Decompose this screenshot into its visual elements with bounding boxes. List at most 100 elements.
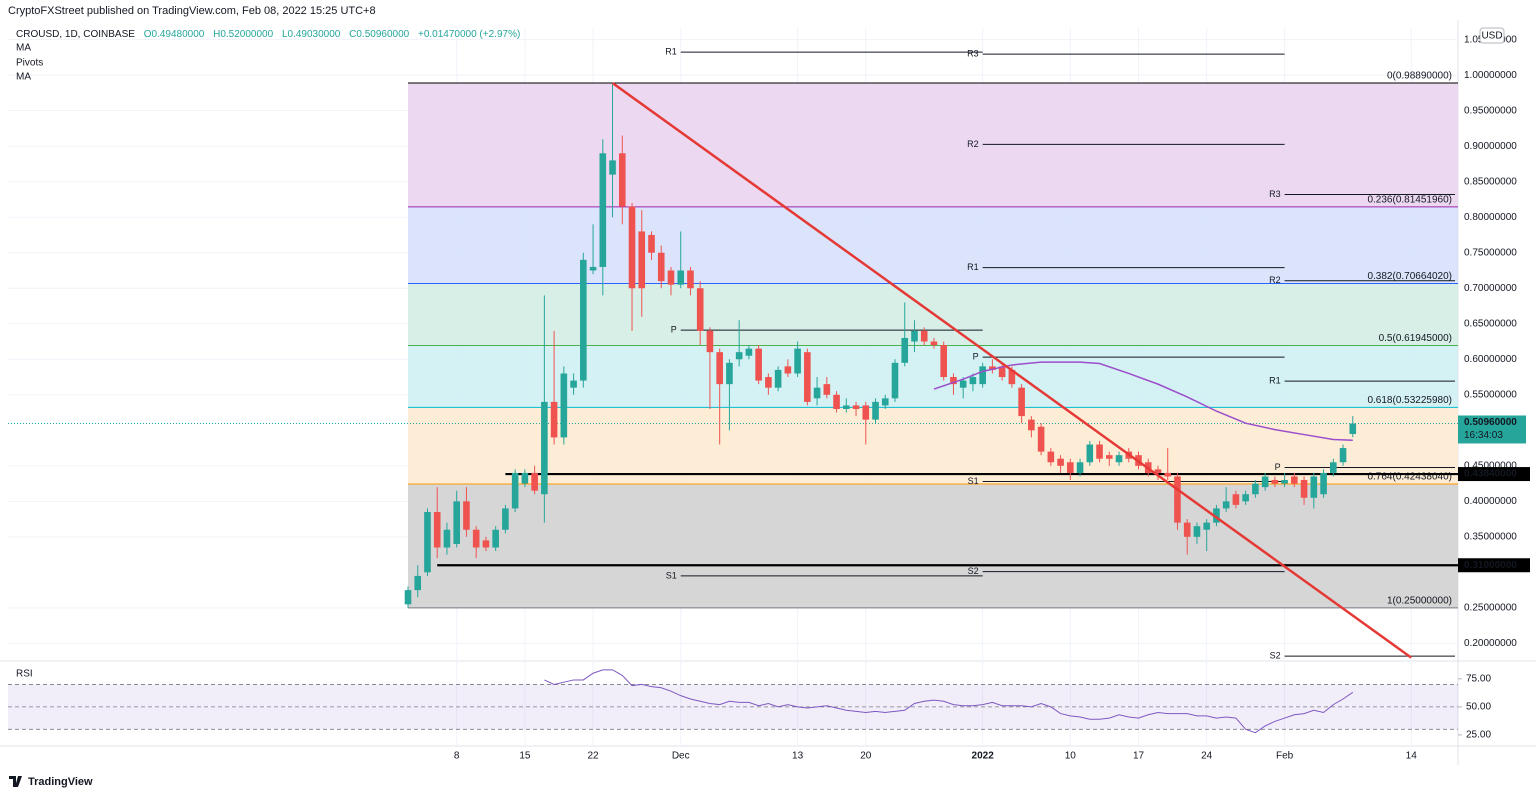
candle-body — [1008, 369, 1016, 385]
candle-body — [1252, 483, 1259, 495]
candle-body — [765, 377, 772, 388]
candle-body — [618, 153, 626, 207]
fib-label: 0(0.98890000) — [1387, 71, 1452, 82]
candle-body — [443, 529, 451, 548]
candle-body — [774, 369, 782, 388]
candle-body — [1164, 472, 1172, 477]
y-tick-label: 0.90000000 — [1464, 141, 1517, 152]
candle-body — [901, 337, 909, 363]
candle-body — [735, 352, 743, 360]
fib-label: 0.382(0.70664020) — [1367, 271, 1452, 282]
rsi-tick-label: 50.00 — [1466, 702, 1491, 713]
level-tag-text: 0.43840000 — [1464, 469, 1517, 480]
x-tick-label: Dec — [672, 751, 690, 762]
y-tick-label: 0.40000000 — [1464, 496, 1517, 507]
indicator-label: MA — [16, 43, 31, 54]
currency[interactable]: USD — [1481, 31, 1502, 42]
candle-body — [453, 501, 460, 544]
level-tag — [1458, 558, 1530, 573]
pivot-label: P — [671, 325, 677, 335]
moving-average — [933, 361, 1353, 441]
y-tick-label: 0.80000000 — [1464, 212, 1517, 223]
x-tick-label: 13 — [792, 751, 804, 762]
pivot-label: R2 — [1269, 275, 1281, 285]
candle-body — [911, 330, 918, 342]
candle-body — [891, 362, 899, 399]
x-tick-label: 2022 — [972, 751, 995, 762]
candle-body — [609, 160, 616, 175]
fib-label: 0.236(0.81451960) — [1367, 195, 1452, 206]
candle-body — [511, 472, 519, 509]
candle-body — [1261, 476, 1269, 488]
countdown: 16:34:03 — [1464, 430, 1503, 441]
candle-body — [1028, 419, 1035, 431]
y-tick-label: 0.95000000 — [1464, 105, 1517, 116]
candle-body — [1320, 472, 1327, 495]
x-tick-label: 20 — [860, 751, 872, 762]
candle-body — [1271, 480, 1279, 484]
candles — [404, 83, 1357, 608]
fib-label: 0.5(0.61945000) — [1379, 333, 1452, 344]
fib-label: 1(0.25000000) — [1387, 596, 1452, 607]
rsi-tick-label: 25.00 — [1466, 730, 1491, 741]
candle-body — [1174, 476, 1181, 523]
pivot-label: R1 — [967, 262, 979, 272]
candle-body — [998, 366, 1006, 378]
price-tag — [1458, 415, 1526, 444]
candle-body — [745, 348, 753, 356]
logo-icon — [9, 776, 22, 787]
y-tick-label: 0.25000000 — [1464, 603, 1517, 614]
y-tick-label: 0.70000000 — [1464, 283, 1517, 294]
candle-body — [1047, 451, 1055, 463]
candle-body — [1339, 448, 1347, 463]
candle-body — [1330, 462, 1337, 473]
published-line: CryptoFXStreet published on TradingView.… — [8, 5, 376, 17]
y-tick-label: 0.35000000 — [1464, 531, 1517, 542]
candle-body — [1076, 462, 1084, 473]
candle-body — [580, 259, 587, 381]
level-tag — [1458, 467, 1530, 482]
candle-body — [1300, 480, 1308, 498]
x-tick-label: 10 — [1065, 751, 1077, 762]
candle-body — [940, 345, 947, 378]
candle-body — [1222, 501, 1230, 509]
y-tick-label: 0.20000000 — [1464, 638, 1517, 649]
symbol-title: CROUSD, 1D, COINBASE — [16, 29, 135, 40]
candle-body — [1291, 476, 1298, 484]
currency-box[interactable] — [1479, 27, 1505, 44]
candle-body — [1096, 444, 1103, 459]
x-tick-label: 17 — [1133, 751, 1145, 762]
y-tick-label: 1.00000000 — [1464, 70, 1517, 81]
candle-body — [852, 405, 860, 409]
fib-zone — [408, 484, 1458, 608]
candle-body — [560, 373, 568, 438]
candle-body — [979, 366, 986, 385]
candle-body — [1183, 522, 1191, 537]
candle-body — [696, 288, 704, 331]
candle-body — [813, 387, 821, 399]
fib-zone — [408, 407, 1458, 485]
candle-body — [657, 252, 665, 282]
pivot-label: R2 — [967, 139, 979, 149]
candle-body — [433, 511, 441, 548]
fib-label: 0.618(0.53225980) — [1367, 395, 1452, 406]
ohlc: H0.52000000 — [213, 29, 273, 40]
candle-body — [424, 511, 431, 573]
candle-body — [599, 153, 607, 267]
logo: TradingView — [28, 776, 93, 788]
candle-body — [726, 362, 733, 385]
x-tick-label: 8 — [454, 751, 460, 762]
pivot-label: P — [973, 352, 979, 362]
y-tick-label: 0.65000000 — [1464, 318, 1517, 329]
trendline — [611, 82, 1412, 659]
candle-body — [1067, 462, 1074, 473]
pivot-label: S1 — [666, 570, 677, 580]
candle-body — [1242, 494, 1249, 502]
candle-body — [843, 405, 850, 409]
candle-body — [1281, 480, 1288, 484]
candle-body — [414, 575, 422, 591]
candle-body — [950, 377, 957, 385]
candle-body — [648, 234, 655, 253]
x-tick-label: Feb — [1276, 751, 1294, 762]
